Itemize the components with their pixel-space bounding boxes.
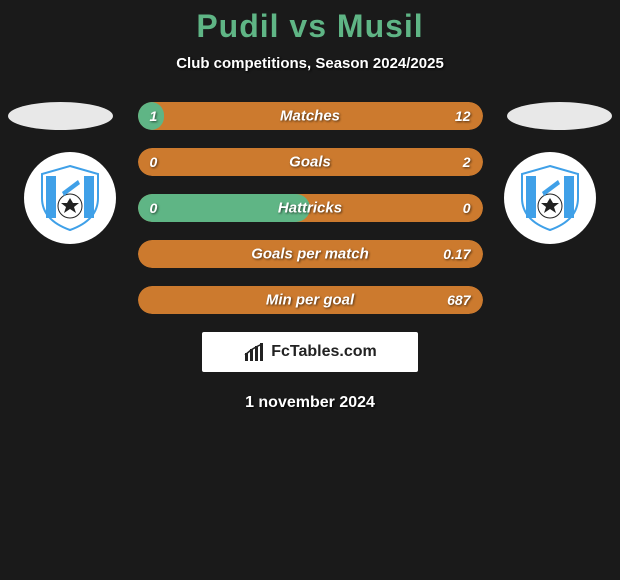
- player1-platform: [8, 102, 113, 130]
- stats-bars: Matches112Goals02Hattricks00Goals per ma…: [138, 102, 483, 314]
- comparison-content: Matches112Goals02Hattricks00Goals per ma…: [0, 102, 620, 314]
- stat-value-right: 0.17: [443, 246, 470, 262]
- stat-value-left: 0: [150, 154, 158, 170]
- brand-chart-icon: [243, 341, 265, 363]
- stat-row: Min per goal687: [138, 286, 483, 314]
- player2-platform: [507, 102, 612, 130]
- subtitle: Club competitions, Season 2024/2025: [0, 55, 620, 72]
- stat-row: Matches1 12: [138, 102, 483, 130]
- stat-value-right: 0: [463, 200, 471, 216]
- club-badge-icon: [34, 162, 106, 234]
- brand-badge: FcTables.com: [202, 332, 418, 372]
- club-badge-icon: [514, 162, 586, 234]
- stat-label: Goals per match: [138, 246, 483, 263]
- comparison-title: Pudil vs Musil: [0, 0, 620, 45]
- stat-label: Goals: [138, 154, 483, 171]
- stat-value-right: 687: [447, 292, 470, 308]
- stat-value-left: 1: [150, 108, 158, 124]
- stat-value-right: 12: [455, 108, 471, 124]
- stat-value-left: 0: [150, 200, 158, 216]
- vs-text: vs: [289, 8, 327, 44]
- player2-club-badge: [504, 152, 596, 244]
- stat-row: Hattricks0 0: [138, 194, 483, 222]
- stat-row: Goals0 2: [138, 148, 483, 176]
- brand-text: FcTables.com: [271, 343, 377, 361]
- stat-label: Min per goal: [138, 292, 483, 309]
- stat-label: Matches: [138, 108, 483, 125]
- player1-club-badge: [24, 152, 116, 244]
- stat-value-right: 2: [463, 154, 471, 170]
- player1-name: Pudil: [196, 8, 279, 44]
- stat-label: Hattricks: [138, 200, 483, 217]
- stat-row: Goals per match0.17: [138, 240, 483, 268]
- date-label: 1 november 2024: [0, 394, 620, 412]
- player2-name: Musil: [337, 8, 424, 44]
